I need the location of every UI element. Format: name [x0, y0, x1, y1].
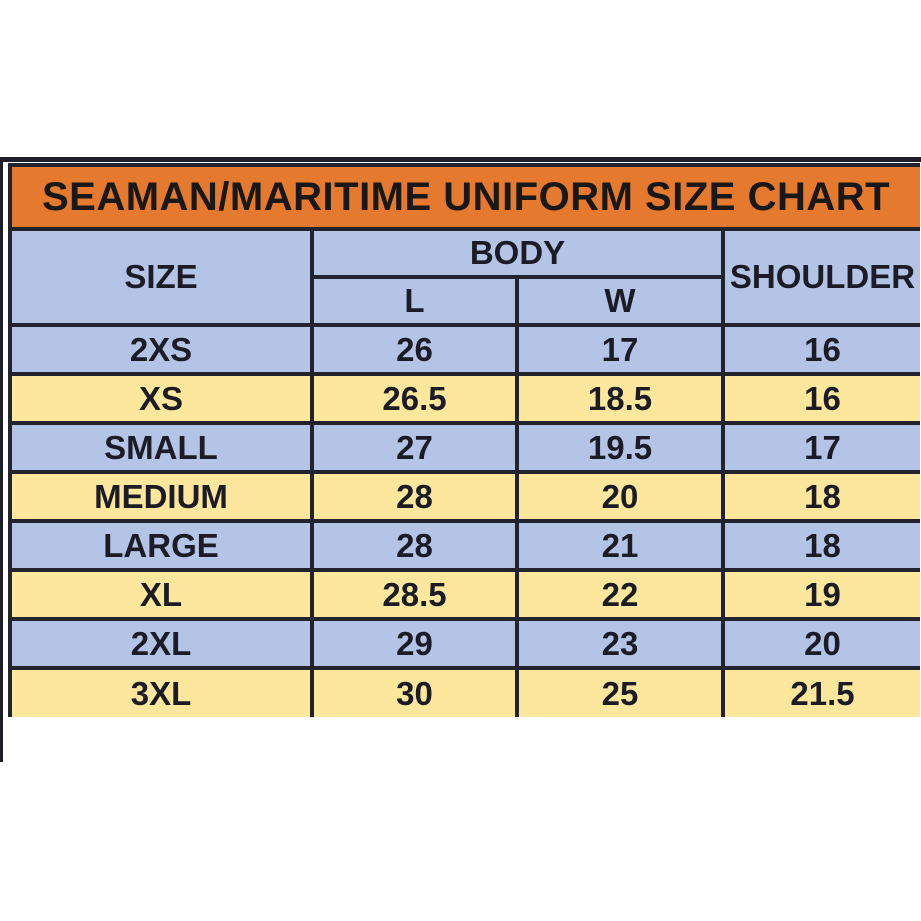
size-chart-table: SEAMAN/MARITIME UNIFORM SIZE CHART SIZE …: [7, 163, 921, 717]
table-row: XL 28.5 22 19: [8, 568, 921, 621]
header-row-upper: SIZE BODY SHOULDER: [8, 227, 921, 327]
cell-size: 2XS: [8, 323, 314, 376]
cell-width: 25: [515, 666, 725, 717]
cell-size: SMALL: [8, 421, 314, 474]
cell-width: 23: [515, 617, 725, 670]
cell-size: 3XL: [8, 666, 314, 717]
cell-width: 20: [515, 470, 725, 523]
cell-size: XL: [8, 568, 314, 621]
cell-width: 22: [515, 568, 725, 621]
table-row: SMALL 27 19.5 17: [8, 421, 921, 474]
header-length: L: [310, 275, 519, 327]
header-width: W: [515, 275, 723, 327]
cell-shoulder: 16: [720, 372, 921, 425]
cell-shoulder: 17: [720, 421, 921, 474]
cell-shoulder: 18: [720, 470, 921, 523]
header-size: SIZE: [8, 227, 314, 327]
cell-length: 29: [310, 617, 519, 670]
table-title-row: SEAMAN/MARITIME UNIFORM SIZE CHART: [7, 163, 921, 231]
cell-shoulder: 19: [720, 568, 921, 621]
cell-length: 28: [310, 470, 519, 523]
table-row: 2XS 26 17 16: [8, 323, 921, 376]
cell-length: 26.5: [310, 372, 519, 425]
cell-width: 21: [515, 519, 725, 572]
cell-length: 27: [310, 421, 519, 474]
table-row: 3XL 30 25 21.5: [8, 666, 921, 717]
chart-title: SEAMAN/MARITIME UNIFORM SIZE CHART: [7, 163, 921, 231]
left-border-rule: [0, 157, 3, 762]
table-row: LARGE 28 21 18: [8, 519, 921, 572]
cell-size: XS: [8, 372, 314, 425]
header-row-lower: L W: [10, 275, 920, 327]
cell-shoulder: 18: [720, 519, 921, 572]
table-row: MEDIUM 28 20 18: [8, 470, 921, 523]
header-body-group: BODY: [310, 227, 725, 279]
cell-width: 19.5: [515, 421, 725, 474]
cell-width: 18.5: [515, 372, 725, 425]
cell-length: 30: [310, 666, 519, 717]
header-shoulder: SHOULDER: [720, 227, 921, 327]
cell-length: 28: [310, 519, 519, 572]
cell-size: 2XL: [8, 617, 314, 670]
cell-shoulder: 16: [720, 323, 921, 376]
cell-size: LARGE: [8, 519, 314, 572]
cell-shoulder: 20: [720, 617, 921, 670]
cell-shoulder: 21.5: [720, 666, 921, 717]
table-row: 2XL 29 23 20: [8, 617, 921, 670]
cell-size: MEDIUM: [8, 470, 314, 523]
cell-length: 26: [310, 323, 519, 376]
top-border-rule: [0, 157, 921, 162]
cell-length: 28.5: [310, 568, 519, 621]
cell-width: 17: [515, 323, 725, 376]
table-row: XS 26.5 18.5 16: [8, 372, 921, 425]
